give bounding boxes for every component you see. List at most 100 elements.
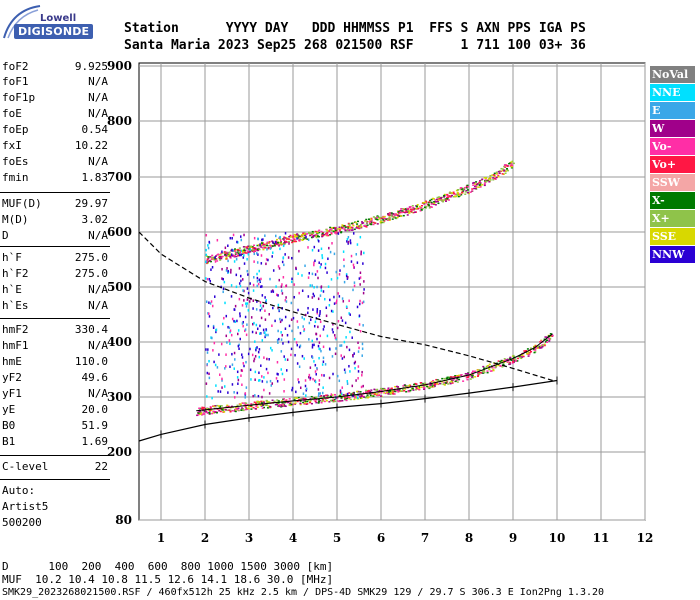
echo-mark — [234, 358, 236, 361]
echo-mark — [330, 395, 333, 398]
echo-mark — [223, 280, 226, 284]
param-row: hmF2 330.4 — [2, 323, 108, 337]
header-values: Santa Maria 2023 Sep25 268 021500 RSF 1 … — [124, 38, 586, 53]
echo-mark — [247, 352, 250, 356]
echo-mark — [376, 218, 379, 221]
echo-mark — [288, 242, 290, 245]
echo-mark — [246, 407, 249, 410]
echo-mark — [310, 232, 313, 235]
param-row: hmF1 N/A — [2, 339, 108, 353]
echo-mark — [388, 218, 391, 221]
echo-mark — [306, 400, 309, 403]
echo-mark — [439, 382, 442, 385]
echo-mark — [467, 191, 470, 194]
echo-mark — [489, 174, 492, 177]
echo-mark — [306, 238, 309, 240]
echo-mark — [233, 308, 235, 311]
echo-mark — [246, 302, 249, 305]
echo-mark — [520, 357, 523, 360]
echo-mark — [353, 266, 355, 269]
echo-mark — [291, 329, 293, 333]
echo-mark — [481, 183, 484, 186]
echo-mark — [265, 328, 267, 331]
echo-mark — [239, 251, 242, 254]
echo-mark — [254, 250, 257, 252]
echo-mark — [352, 288, 354, 292]
echo-mark — [549, 333, 552, 335]
echo-mark — [328, 246, 330, 250]
echo-mark — [319, 294, 322, 297]
echo-mark — [226, 267, 228, 270]
param-name: C-level — [2, 460, 49, 473]
echo-mark — [450, 192, 453, 194]
echo-mark — [339, 228, 342, 230]
echo-mark — [319, 310, 321, 313]
echo-mark — [212, 349, 214, 352]
echo-mark — [381, 217, 384, 220]
echo-mark — [471, 375, 474, 377]
echo-mark — [276, 380, 279, 383]
echo-mark — [321, 232, 324, 235]
echo-mark — [347, 276, 349, 279]
echo-mark — [264, 246, 267, 249]
echo-mark — [399, 390, 402, 392]
echo-mark — [245, 360, 247, 364]
param-name: hmF2 — [2, 323, 29, 336]
echo-mark — [334, 229, 337, 232]
echo-mark — [363, 396, 366, 398]
echo-mark — [367, 390, 370, 393]
param-row: B1 1.69 — [2, 435, 108, 449]
echo-mark — [255, 405, 258, 408]
echo-mark — [393, 390, 396, 392]
echo-mark — [219, 254, 222, 256]
echo-mark — [509, 363, 512, 365]
echo-mark — [372, 216, 375, 218]
echo-mark — [456, 377, 459, 380]
echo-mark — [543, 344, 546, 347]
echo-mark — [361, 370, 363, 374]
x-tick-label: 12 — [637, 531, 654, 545]
echo-mark — [307, 306, 309, 310]
echo-mark — [208, 312, 210, 315]
echo-mark — [262, 248, 265, 251]
echo-mark — [293, 235, 296, 238]
echo-mark — [473, 187, 476, 190]
echo-mark — [407, 390, 410, 393]
echo-mark — [231, 405, 234, 408]
echo-mark — [336, 326, 339, 330]
echo-mark — [388, 217, 391, 219]
echo-mark — [264, 318, 267, 321]
echo-mark — [328, 401, 331, 403]
echo-mark — [402, 390, 405, 392]
echo-mark — [237, 344, 240, 348]
echo-mark — [228, 326, 231, 330]
echo-mark — [312, 397, 315, 400]
echo-mark — [404, 211, 407, 214]
echo-mark — [257, 244, 260, 246]
echo-mark — [318, 231, 321, 234]
echo-mark — [326, 233, 328, 236]
echo-mark — [218, 373, 221, 376]
echo-mark — [214, 256, 216, 259]
echo-mark — [398, 211, 401, 214]
echo-mark — [263, 356, 265, 359]
echo-mark — [393, 393, 396, 395]
echo-mark — [387, 388, 390, 391]
echo-mark — [262, 328, 265, 332]
echo-mark — [342, 225, 345, 227]
echo-mark — [208, 372, 210, 376]
echo-mark — [327, 234, 330, 237]
echo-mark — [443, 198, 446, 201]
echo-mark — [322, 328, 325, 331]
echo-mark — [359, 299, 361, 303]
echo-mark — [284, 253, 286, 256]
echo-mark — [313, 343, 315, 347]
echo-mark — [237, 378, 240, 382]
echo-mark — [500, 167, 503, 170]
echo-mark — [278, 236, 281, 239]
echo-mark — [300, 397, 303, 400]
echo-mark — [484, 179, 487, 181]
echo-mark — [357, 227, 360, 229]
echo-mark — [367, 218, 370, 220]
echo-mark — [342, 300, 345, 303]
